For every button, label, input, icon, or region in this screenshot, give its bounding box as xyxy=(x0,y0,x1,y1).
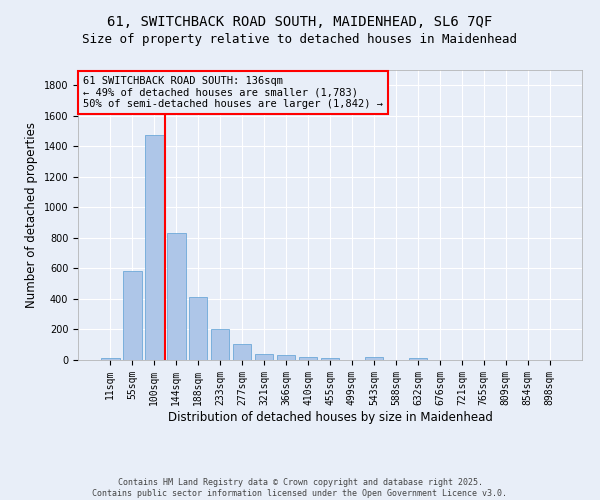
Bar xyxy=(320,358,340,360)
Y-axis label: Number of detached properties: Number of detached properties xyxy=(25,122,38,308)
Bar xyxy=(233,344,251,360)
Bar xyxy=(409,358,427,360)
Text: 61 SWITCHBACK ROAD SOUTH: 136sqm
← 49% of detached houses are smaller (1,783)
50: 61 SWITCHBACK ROAD SOUTH: 136sqm ← 49% o… xyxy=(83,76,383,109)
Bar xyxy=(255,354,274,360)
Bar xyxy=(277,356,295,360)
Bar xyxy=(101,358,119,360)
Text: Contains HM Land Registry data © Crown copyright and database right 2025.
Contai: Contains HM Land Registry data © Crown c… xyxy=(92,478,508,498)
Bar xyxy=(167,234,185,360)
Bar xyxy=(123,270,142,360)
X-axis label: Distribution of detached houses by size in Maidenhead: Distribution of detached houses by size … xyxy=(167,410,493,424)
Text: Size of property relative to detached houses in Maidenhead: Size of property relative to detached ho… xyxy=(83,32,517,46)
Bar xyxy=(211,330,229,360)
Bar xyxy=(299,357,317,360)
Text: 61, SWITCHBACK ROAD SOUTH, MAIDENHEAD, SL6 7QF: 61, SWITCHBACK ROAD SOUTH, MAIDENHEAD, S… xyxy=(107,15,493,29)
Bar xyxy=(189,296,208,360)
Bar xyxy=(145,135,164,360)
Bar xyxy=(365,358,383,360)
